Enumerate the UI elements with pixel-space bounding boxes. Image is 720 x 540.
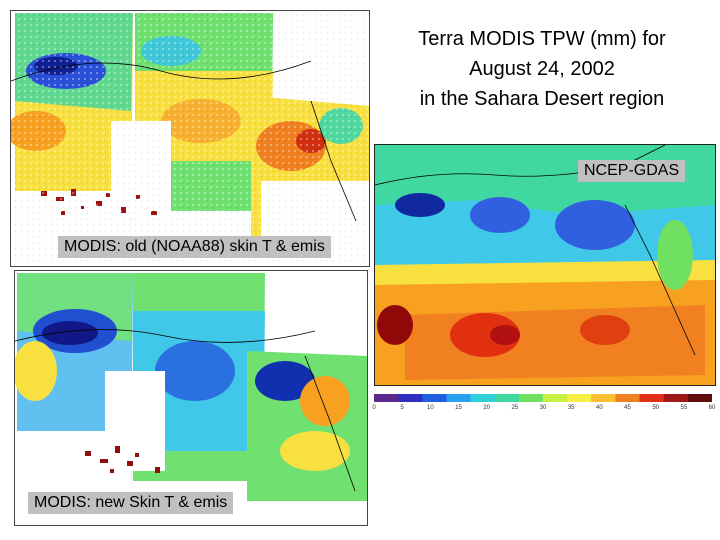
title-line-2: August 24, 2002 (469, 58, 615, 80)
colorbar-tick-label: 25 (511, 405, 519, 411)
figure-title: Terra MODIS TPW (mm) for August 24, 2002… (384, 24, 700, 114)
colorbar-tick-label: 0 (372, 405, 376, 411)
colorbar-segment (639, 394, 665, 402)
colorbar-tick-label: 30 (539, 405, 547, 411)
colorbar-segment (518, 394, 544, 402)
colorbar-tick-label: 60 (708, 405, 716, 411)
title-line-3: in the Sahara Desert region (419, 88, 665, 110)
modis-new-label: MODIS: new Skin T & emis (28, 492, 234, 514)
modis-old-map-image (11, 11, 369, 266)
colorbar-tick-label: 45 (624, 405, 631, 411)
colorbar-tick-label: 5 (400, 405, 404, 411)
colorbar-segment (398, 394, 423, 402)
colorbar-segment (446, 394, 472, 402)
colorbar-segment (591, 394, 616, 402)
colorbar-tick-labels: 0 5 10 15 20 25 30 35 40 45 50 55 60 (372, 405, 715, 415)
modis-new-map (14, 270, 368, 526)
colorbar-tick-label: 15 (455, 405, 462, 411)
modis-new-map-image (15, 273, 367, 501)
title-line-1: Terra MODIS TPW (mm) for (418, 28, 666, 50)
colorbar-tick-label: 10 (426, 405, 434, 411)
colorbar-segment (663, 394, 689, 402)
modis-old-label: MODIS: old (NOAA88) skin T & emis (58, 236, 331, 258)
modis-old-map (10, 10, 370, 267)
colorbar-segment (687, 394, 712, 402)
colorbar-tick-label: 50 (652, 405, 659, 411)
colorbar-segment (494, 394, 520, 402)
colorbar-tick-label: 35 (567, 405, 575, 411)
colorbar-tick-label: 40 (595, 405, 603, 411)
colorbar-segment (543, 394, 568, 402)
colorbar-segment (615, 394, 641, 402)
ncep-gdas-label: NCEP-GDAS (578, 160, 686, 182)
ncep-gdas-map (374, 144, 716, 386)
colorbar-tick-label: 55 (680, 405, 688, 411)
colorbar-segment (374, 394, 399, 402)
colorbar-segment (470, 394, 496, 402)
colorbar-segment (567, 394, 592, 402)
colorbar-segment (422, 394, 447, 402)
colorbar-tick-label: 20 (483, 405, 490, 411)
tpw-colorbar (374, 394, 712, 402)
